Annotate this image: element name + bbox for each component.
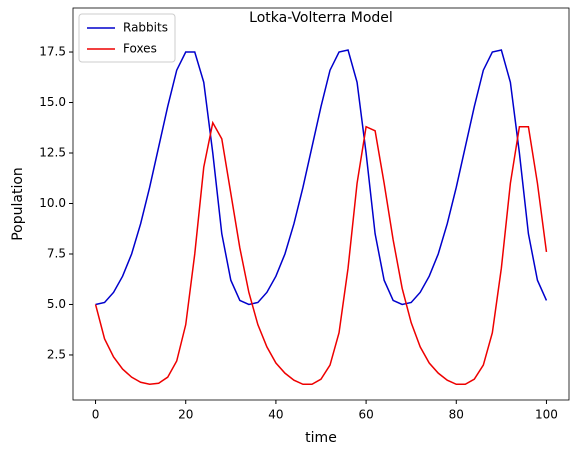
x-axis-label: time bbox=[305, 430, 337, 446]
x-tick-label: 0 bbox=[92, 408, 100, 422]
legend-label: Rabbits bbox=[123, 21, 168, 35]
line-series bbox=[95, 49, 548, 306]
y-tick-label: 15.0 bbox=[39, 95, 66, 109]
y-axis-label: Population bbox=[10, 167, 26, 241]
y-tick-label: 7.5 bbox=[47, 246, 66, 260]
y-tick-label: 17.5 bbox=[39, 45, 66, 59]
y-tick-label: 12.5 bbox=[39, 146, 66, 160]
line-series bbox=[94, 120, 548, 386]
y-tick-label: 2.5 bbox=[47, 347, 66, 361]
legend-label: Foxes bbox=[123, 42, 157, 56]
x-tick-label: 20 bbox=[178, 408, 193, 422]
y-tick-label: 5.0 bbox=[47, 297, 66, 311]
legend-box bbox=[78, 13, 176, 63]
chart-title: Lotka-Volterra Model bbox=[249, 10, 393, 26]
y-tick-label: 10.0 bbox=[39, 196, 66, 210]
x-tick-label: 80 bbox=[449, 408, 464, 422]
x-tick-label: 60 bbox=[358, 408, 373, 422]
x-tick-label: 40 bbox=[268, 408, 283, 422]
x-tick-label: 100 bbox=[535, 408, 558, 422]
plot-frame bbox=[72, 7, 570, 401]
